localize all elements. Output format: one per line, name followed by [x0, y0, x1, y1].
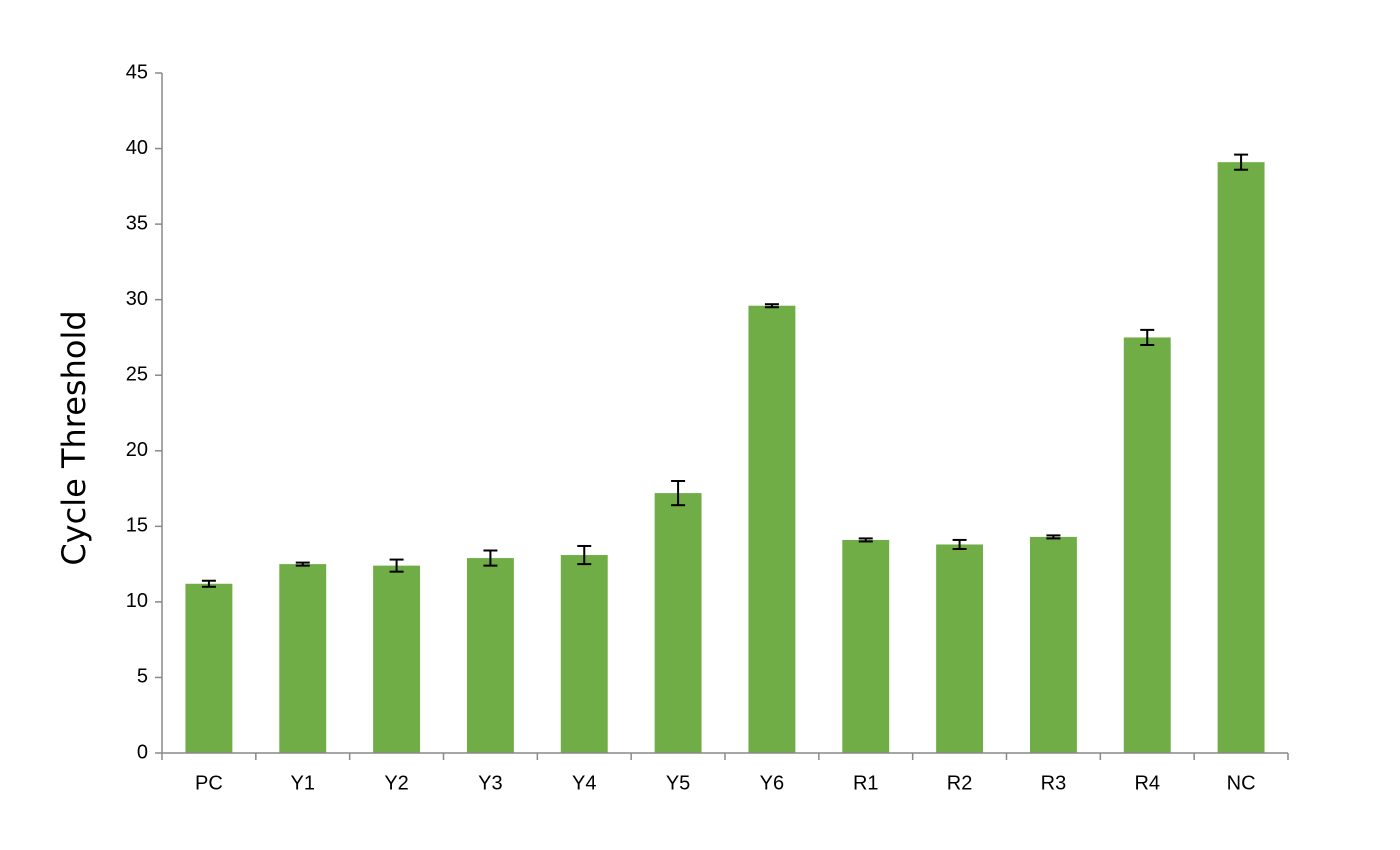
- error-bar: [1046, 534, 1061, 540]
- x-tick-label: Y2: [384, 772, 408, 794]
- x-tick-label: R1: [853, 772, 879, 794]
- bar: [936, 544, 984, 753]
- x-tick-label: R2: [947, 772, 973, 794]
- y-tick-label: 25: [126, 364, 148, 386]
- error-bar: [671, 480, 686, 507]
- bar: [1123, 337, 1171, 753]
- x-tick-label: Y4: [572, 772, 596, 794]
- bar: [1029, 536, 1077, 753]
- x-tick-label: Y5: [666, 772, 690, 794]
- bar: [466, 558, 514, 753]
- y-axis-label: Cycle Threshold: [55, 310, 93, 565]
- y-tick-label: 45: [126, 61, 148, 83]
- x-tick-label: PC: [195, 772, 223, 794]
- x-tick-label: Y6: [760, 772, 784, 794]
- error-bar: [201, 579, 216, 588]
- bar: [748, 305, 796, 753]
- bar: [654, 493, 702, 753]
- bar: [185, 583, 233, 753]
- error-bar: [295, 561, 310, 567]
- error-bar: [952, 538, 967, 550]
- error-bar: [1234, 153, 1249, 171]
- x-tick-label: R4: [1134, 772, 1160, 794]
- error-bar: [858, 537, 873, 543]
- y-tick-label: 30: [126, 288, 148, 310]
- error-bar: [577, 544, 592, 566]
- bar: [373, 565, 421, 753]
- x-tick-label: R3: [1041, 772, 1067, 794]
- bar: [842, 539, 890, 753]
- bar: [279, 564, 327, 753]
- bar: [560, 555, 608, 753]
- error-bar: [483, 549, 498, 567]
- bar: [1217, 162, 1265, 754]
- y-tick-label: 15: [126, 515, 148, 537]
- y-tick-label: 35: [126, 212, 148, 234]
- y-tick-label: 5: [137, 666, 148, 688]
- error-bar: [764, 303, 779, 309]
- x-tick-label: Y3: [478, 772, 502, 794]
- error-bar: [389, 558, 404, 573]
- x-tick-label: NC: [1227, 772, 1256, 794]
- y-tick-label: 40: [126, 137, 148, 159]
- error-bar: [1140, 328, 1155, 346]
- y-tick-label: 20: [126, 439, 148, 461]
- x-tick-label: Y1: [291, 772, 315, 794]
- y-tick-label: 10: [126, 590, 148, 612]
- y-tick-label: 0: [137, 741, 148, 763]
